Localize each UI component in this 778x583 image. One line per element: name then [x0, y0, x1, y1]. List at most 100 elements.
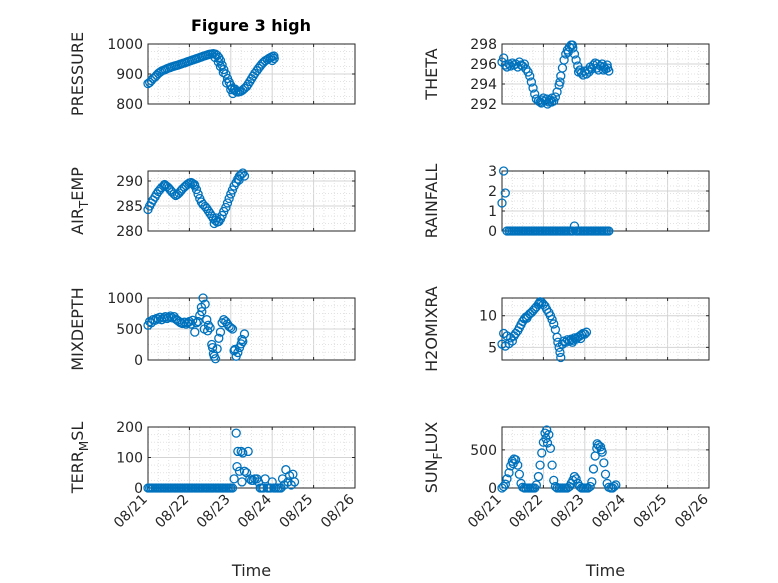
data-point — [221, 69, 231, 79]
data-point — [190, 327, 200, 337]
data-point — [258, 483, 269, 493]
x-tick-label: 08/22 — [152, 492, 192, 532]
data-point — [531, 480, 542, 490]
data-point — [567, 337, 578, 347]
data-point — [556, 352, 566, 363]
y-tick-label: 900 — [116, 67, 143, 83]
axes-frame — [501, 170, 710, 232]
x-axis-title: Time — [231, 561, 271, 580]
subplot-sun-flux: 0 500 08/21 08/22 08/23 08/24 08/25 08/26 Time SU… — [422, 422, 712, 580]
data-point — [559, 55, 569, 65]
data-point — [569, 49, 580, 59]
data-point — [193, 316, 203, 327]
data-point — [233, 347, 243, 358]
data-point — [233, 446, 243, 457]
data-point — [534, 298, 544, 308]
y-tick-label: 292 — [470, 97, 497, 113]
data-point — [504, 468, 514, 478]
data-point — [596, 445, 607, 455]
data-point — [221, 202, 231, 213]
data-point — [567, 40, 578, 50]
data-point — [585, 481, 595, 492]
data-point — [547, 314, 557, 325]
data-point — [547, 97, 557, 107]
data-point — [547, 460, 557, 470]
subplot-terr-msl: 0 100 200 08/21 08/22 08/23 08/24 08/25 08/26 Tim… — [68, 420, 358, 580]
data-point — [214, 333, 224, 343]
data-point — [525, 71, 535, 81]
y-tick-label: 500 — [470, 443, 497, 459]
y-axis-title: THETA — [422, 48, 441, 100]
data-point — [269, 53, 279, 64]
data-point — [535, 460, 545, 470]
y-tick-label: 1000 — [107, 291, 143, 307]
data-point — [218, 67, 228, 78]
data-point — [222, 78, 232, 88]
x-tick-label: 08/23 — [194, 492, 234, 532]
data-point — [179, 317, 190, 327]
subplot-pressure: 800 900 1000 PRESSURE — [68, 32, 356, 116]
data-point — [227, 483, 238, 493]
data-point — [555, 347, 565, 358]
y-tick-label: 10 — [479, 309, 497, 325]
data-point — [155, 312, 165, 322]
axes-frame — [501, 43, 710, 105]
x-tick-label: 08/21 — [465, 492, 505, 532]
data-point — [210, 52, 220, 63]
data-point — [229, 474, 239, 484]
data-point — [197, 306, 207, 317]
data-point — [552, 332, 562, 342]
data-point — [549, 319, 559, 329]
y-tick-label: 500 — [116, 322, 143, 338]
axes-frame — [501, 297, 710, 361]
data-point — [500, 479, 510, 489]
x-tick-label: 08/24 — [235, 491, 275, 531]
x-tick-label: 08/23 — [548, 492, 588, 532]
data-point — [191, 184, 202, 195]
y-axis-title: SUNFLUX — [422, 422, 445, 494]
data-point — [202, 315, 212, 325]
data-point — [243, 446, 253, 457]
x-tick-label: 08/26 — [672, 491, 712, 531]
y-tick-label: 200 — [116, 420, 143, 436]
y-tick-label: 290 — [116, 174, 143, 190]
data-point — [533, 471, 544, 482]
x-tick-label: 08/22 — [506, 492, 546, 532]
data-point — [497, 198, 507, 208]
data-point — [573, 67, 584, 77]
data-point — [159, 179, 170, 190]
data-point — [228, 88, 238, 99]
data-point — [189, 179, 200, 190]
data-point — [211, 213, 221, 223]
subplot-rainfall: 0 1 2 3 RAINFALL — [422, 164, 710, 240]
data-point — [230, 344, 240, 355]
data-point — [499, 481, 509, 492]
data-point — [289, 477, 300, 487]
data-point — [200, 299, 210, 309]
y-tick-label: 2 — [488, 184, 497, 200]
data-point — [581, 327, 592, 337]
data-point — [209, 218, 219, 229]
subplot-air-temp: 280 285 290 AIRTEMP — [68, 167, 356, 240]
data-point — [602, 63, 613, 73]
data-point — [571, 55, 581, 65]
x-tick-label: 08/26 — [318, 491, 358, 531]
data-point — [237, 477, 247, 487]
data-point — [191, 318, 202, 328]
data-point — [555, 77, 565, 87]
data-point — [267, 55, 277, 66]
y-tick-label: 0 — [134, 481, 143, 497]
x-tick-label: 08/25 — [277, 492, 317, 532]
y-axis-title: PRESSURE — [68, 32, 87, 116]
x-tick-label: 08/25 — [631, 492, 671, 532]
y-tick-label: 0 — [488, 224, 497, 240]
data-point — [528, 83, 538, 93]
data-point — [202, 326, 213, 336]
data-point — [593, 440, 604, 450]
data-point — [592, 59, 602, 69]
data-point — [499, 53, 509, 63]
y-axis-title: RAINFALL — [422, 164, 441, 239]
data-point — [227, 324, 238, 334]
data-point — [215, 55, 226, 66]
